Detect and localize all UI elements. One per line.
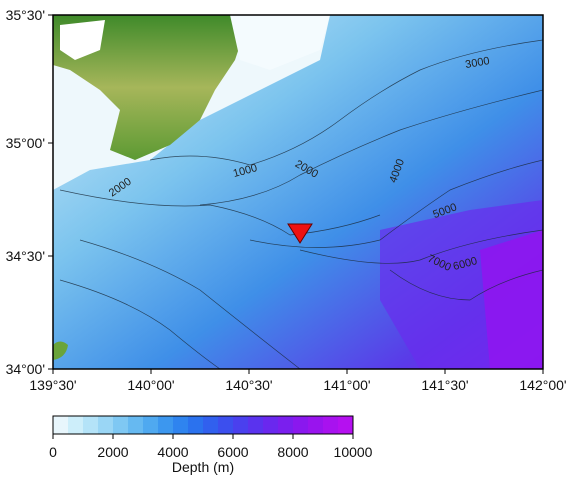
colorbar-swatch [203,416,219,434]
colorbar-swatch [143,416,159,434]
colorbar-swatch [338,416,354,434]
colorbar-tick-label: 0 [49,444,57,460]
colorbar-tick-label: 10000 [334,444,373,460]
colorbar-frame [52,415,354,435]
map-frame [52,14,544,370]
colorbar-swatch [158,416,174,434]
colorbar-tick-label: 4000 [157,444,188,460]
colorbar-swatch [218,416,234,434]
colorbar-swatch [128,416,144,434]
colorbar-tick-label: 2000 [97,444,128,460]
colorbar-tick-label: 8000 [277,444,308,460]
station-marker [287,223,313,244]
colorbar-swatch [53,416,69,434]
colorbar-swatch [248,416,264,434]
lon-tick-label: 139°30' [29,377,76,393]
lon-tick-label: 141°00' [323,377,370,393]
lat-tick-label: 35°30' [6,7,45,23]
contour-label: 3000 [464,55,490,71]
colorbar-swatch [83,416,99,434]
colorbar-swatch [233,416,249,434]
lon-tick-label: 141°30' [421,377,468,393]
colorbar-swatch [308,416,324,434]
lon-tick-label: 142°00' [519,377,566,393]
map-area [53,15,543,369]
colorbar-tick-label: 6000 [217,444,248,460]
colorbar-label: Depth (m) [172,459,234,475]
lon-tick-label: 140°00' [127,377,174,393]
colorbar-swatch [188,416,204,434]
colorbar-swatch [323,416,339,434]
colorbar-swatch [263,416,279,434]
colorbar-swatch [293,416,309,434]
colorbar-swatch [98,416,114,434]
lat-tick-label: 34°00' [6,361,45,377]
lat-tick-label: 35°00' [6,135,45,151]
lon-tick-label: 140°30' [225,377,272,393]
lat-tick-label: 34°30' [6,248,45,264]
colorbar-swatch [173,416,189,434]
colorbar-swatch [68,416,84,434]
colorbar-swatch [113,416,129,434]
colorbar-swatch [278,416,294,434]
